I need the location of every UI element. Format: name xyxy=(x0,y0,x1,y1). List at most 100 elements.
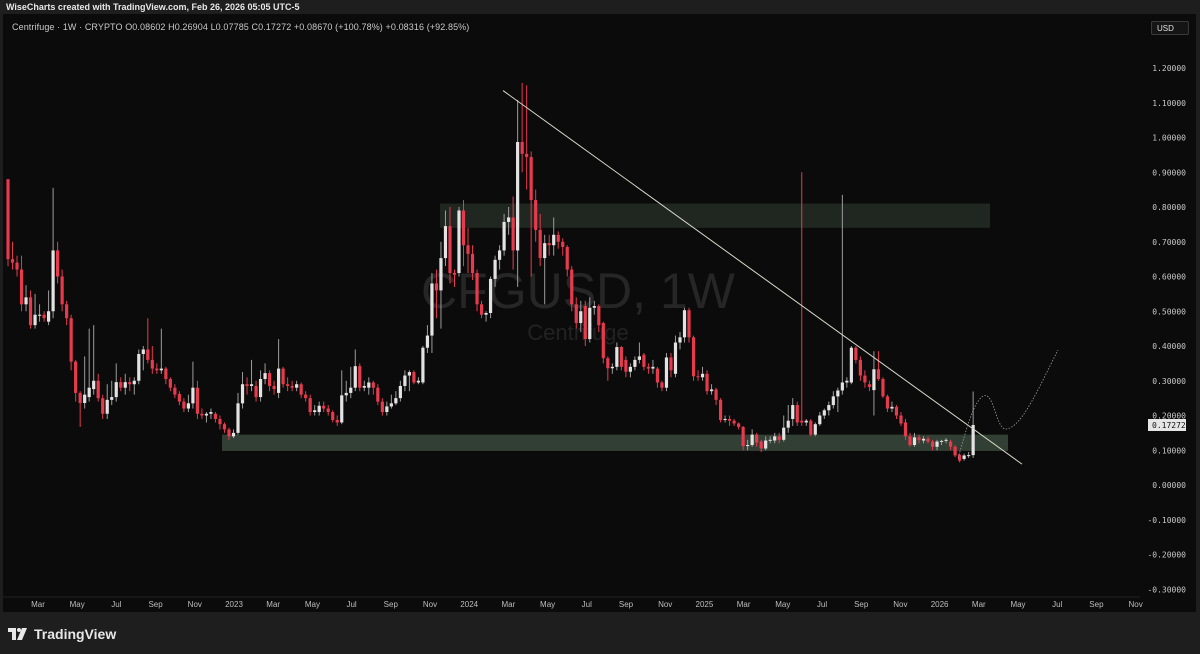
candle[interactable] xyxy=(813,422,817,437)
candle[interactable] xyxy=(51,187,55,319)
candle[interactable] xyxy=(65,300,69,326)
candle[interactable] xyxy=(678,332,682,350)
candle[interactable] xyxy=(890,401,894,413)
candle[interactable] xyxy=(827,401,831,416)
candle[interactable] xyxy=(164,366,168,385)
candle[interactable] xyxy=(912,432,917,447)
candle[interactable] xyxy=(822,408,826,419)
candle[interactable] xyxy=(764,436,768,451)
candle[interactable] xyxy=(155,363,159,374)
candle[interactable] xyxy=(723,415,727,423)
candle[interactable] xyxy=(948,439,953,451)
candle[interactable] xyxy=(921,436,926,444)
candle[interactable] xyxy=(497,245,502,270)
candle[interactable] xyxy=(19,255,24,312)
candle[interactable] xyxy=(831,391,835,409)
candle[interactable] xyxy=(394,391,398,406)
candle[interactable] xyxy=(191,361,195,409)
candle[interactable] xyxy=(962,453,966,461)
candle[interactable] xyxy=(209,408,213,419)
candle[interactable] xyxy=(313,405,317,416)
candle[interactable] xyxy=(633,356,637,371)
candle[interactable] xyxy=(137,349,141,385)
candle[interactable] xyxy=(520,82,524,173)
candle[interactable] xyxy=(547,234,551,256)
candle[interactable] xyxy=(254,380,258,402)
candle[interactable] xyxy=(782,415,786,442)
candle[interactable] xyxy=(561,238,565,256)
candle[interactable] xyxy=(340,370,344,425)
candle[interactable] xyxy=(849,346,853,385)
candle[interactable] xyxy=(863,370,867,388)
candle[interactable] xyxy=(570,266,574,312)
candle[interactable] xyxy=(349,366,353,399)
candle[interactable] xyxy=(714,387,718,406)
candle[interactable] xyxy=(967,451,971,458)
candle[interactable] xyxy=(443,210,448,267)
candle[interactable] xyxy=(110,380,114,406)
candle[interactable] xyxy=(159,328,163,374)
candle[interactable] xyxy=(281,366,285,388)
candle[interactable] xyxy=(917,434,921,444)
candle[interactable] xyxy=(258,370,263,402)
candle[interactable] xyxy=(935,439,939,451)
candle[interactable] xyxy=(759,439,763,452)
candle[interactable] xyxy=(358,363,362,392)
candle[interactable] xyxy=(773,432,777,444)
candle[interactable] xyxy=(696,370,700,381)
candle[interactable] xyxy=(222,422,227,433)
candle[interactable] xyxy=(416,377,421,385)
candle[interactable] xyxy=(177,391,181,406)
candle[interactable] xyxy=(507,207,511,235)
candle[interactable] xyxy=(682,307,687,343)
candle[interactable] xyxy=(944,438,948,444)
candle[interactable] xyxy=(331,410,335,423)
candle[interactable] xyxy=(37,304,42,322)
candle[interactable] xyxy=(958,453,962,463)
candle[interactable] xyxy=(123,373,127,395)
candle[interactable] xyxy=(588,297,592,343)
candle[interactable] xyxy=(894,405,899,419)
candle[interactable] xyxy=(705,370,709,395)
candle[interactable] xyxy=(24,285,28,312)
candle[interactable] xyxy=(33,293,37,329)
candle[interactable] xyxy=(277,339,281,399)
candle[interactable] xyxy=(295,380,299,392)
candle[interactable] xyxy=(430,273,434,353)
candle[interactable] xyxy=(200,408,204,419)
candle[interactable] xyxy=(479,300,484,319)
candle[interactable] xyxy=(28,290,33,329)
candle[interactable] xyxy=(872,351,876,416)
candle[interactable] xyxy=(660,380,664,392)
candle[interactable] xyxy=(651,359,655,374)
candle[interactable] xyxy=(552,217,556,256)
candle[interactable] xyxy=(317,401,321,416)
candle[interactable] xyxy=(646,363,651,374)
candle[interactable] xyxy=(597,304,601,333)
candle[interactable] xyxy=(556,231,560,249)
candle[interactable] xyxy=(628,363,632,378)
candle[interactable] xyxy=(664,352,669,392)
candle[interactable] xyxy=(114,363,118,402)
candle[interactable] xyxy=(407,370,411,392)
candle[interactable] xyxy=(439,241,443,329)
candle[interactable] xyxy=(565,245,569,277)
candle[interactable] xyxy=(412,370,416,385)
candle[interactable] xyxy=(637,342,641,364)
candle[interactable] xyxy=(249,359,254,392)
candle[interactable] xyxy=(119,377,123,392)
candle[interactable] xyxy=(403,370,407,392)
candle[interactable] xyxy=(484,311,488,322)
candle[interactable] xyxy=(493,255,497,287)
candle[interactable] xyxy=(15,255,19,277)
candle[interactable] xyxy=(380,398,384,416)
candle[interactable] xyxy=(867,380,872,392)
candle[interactable] xyxy=(173,384,177,399)
candle[interactable] xyxy=(642,352,646,371)
candle[interactable] xyxy=(353,349,357,392)
candle[interactable] xyxy=(69,314,73,371)
candle[interactable] xyxy=(92,325,96,395)
candle[interactable] xyxy=(836,387,840,413)
candle[interactable] xyxy=(768,436,772,444)
